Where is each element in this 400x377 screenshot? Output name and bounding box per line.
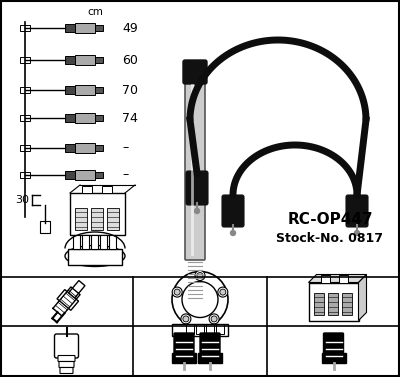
Bar [65, 144, 75, 152]
Text: Stock-No. 0817: Stock-No. 0817 [276, 231, 384, 245]
Text: 30: 30 [15, 195, 29, 205]
Bar [320, 274, 330, 282]
Circle shape [218, 287, 228, 297]
Bar [322, 353, 346, 363]
Polygon shape [308, 274, 366, 282]
Bar [91, 208, 103, 230]
Bar [95, 25, 103, 31]
FancyBboxPatch shape [174, 333, 194, 357]
Text: –: – [122, 169, 128, 181]
FancyBboxPatch shape [54, 334, 78, 358]
FancyBboxPatch shape [183, 60, 207, 84]
Bar [68, 248, 122, 265]
Text: cm: cm [87, 7, 103, 17]
Bar [20, 145, 30, 151]
Bar [75, 23, 95, 33]
Polygon shape [68, 280, 85, 298]
FancyBboxPatch shape [186, 171, 208, 205]
Bar [314, 293, 324, 314]
Circle shape [182, 282, 218, 317]
Circle shape [172, 271, 228, 328]
Bar [75, 113, 95, 123]
Bar [75, 55, 95, 65]
Bar [95, 172, 103, 178]
Bar [75, 208, 87, 230]
Circle shape [174, 289, 180, 295]
Text: 74: 74 [122, 112, 138, 124]
Bar [196, 323, 204, 334]
Bar [20, 57, 30, 63]
FancyBboxPatch shape [185, 79, 205, 260]
Bar [198, 353, 222, 363]
Bar [338, 274, 348, 282]
Bar [172, 323, 228, 336]
Bar [20, 25, 30, 31]
Bar [20, 172, 30, 178]
Bar [65, 171, 75, 179]
Bar [20, 115, 30, 121]
Bar [100, 234, 107, 248]
Bar [172, 353, 196, 363]
Bar [95, 115, 103, 121]
Bar [95, 87, 103, 93]
Text: 49: 49 [122, 21, 138, 35]
Bar [65, 114, 75, 122]
Text: RC-OP447: RC-OP447 [287, 213, 373, 227]
Circle shape [197, 273, 203, 279]
Circle shape [230, 230, 236, 236]
Polygon shape [358, 274, 366, 320]
Circle shape [209, 314, 219, 324]
Bar [82, 186, 92, 193]
Bar [65, 56, 75, 64]
Ellipse shape [65, 245, 125, 267]
Bar [65, 24, 75, 32]
Circle shape [181, 314, 191, 324]
Bar [20, 87, 30, 93]
Circle shape [211, 316, 217, 322]
Bar [82, 234, 89, 248]
Circle shape [183, 316, 189, 322]
Bar [75, 170, 95, 180]
Bar [75, 143, 95, 153]
Bar [206, 323, 214, 334]
FancyBboxPatch shape [324, 333, 344, 357]
Bar [91, 234, 98, 248]
FancyBboxPatch shape [60, 368, 73, 374]
Bar [216, 323, 224, 334]
Bar [342, 293, 352, 314]
Circle shape [194, 208, 200, 213]
FancyBboxPatch shape [59, 362, 74, 368]
Bar [73, 234, 80, 248]
Bar [40, 221, 50, 233]
Text: 60: 60 [122, 54, 138, 66]
FancyBboxPatch shape [346, 195, 368, 227]
Circle shape [354, 230, 360, 236]
Bar [109, 234, 116, 248]
Bar [328, 293, 338, 314]
Bar [102, 186, 112, 193]
Circle shape [172, 287, 182, 297]
Bar [107, 208, 119, 230]
Bar [308, 282, 358, 320]
FancyBboxPatch shape [58, 356, 75, 362]
Text: –: – [122, 141, 128, 155]
Bar [95, 57, 103, 63]
Bar [186, 323, 194, 334]
FancyBboxPatch shape [200, 333, 220, 357]
Polygon shape [57, 290, 78, 310]
Text: 70: 70 [122, 83, 138, 97]
Circle shape [220, 289, 226, 295]
Bar [75, 85, 95, 95]
Circle shape [195, 271, 205, 280]
Bar [70, 193, 125, 235]
Bar [65, 86, 75, 94]
FancyBboxPatch shape [222, 195, 244, 227]
Bar [95, 145, 103, 151]
